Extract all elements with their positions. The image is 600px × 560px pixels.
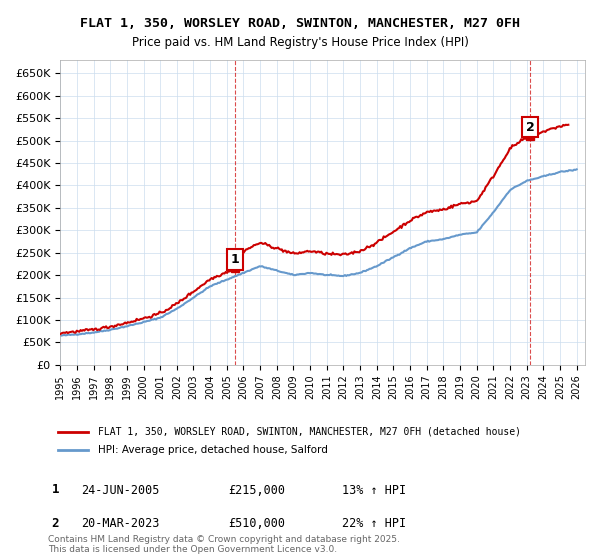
Text: Contains HM Land Registry data © Crown copyright and database right 2025.
This d: Contains HM Land Registry data © Crown c… [48, 535, 400, 554]
Text: 1: 1 [230, 253, 239, 266]
Text: 2: 2 [52, 516, 59, 530]
Text: Price paid vs. HM Land Registry's House Price Index (HPI): Price paid vs. HM Land Registry's House … [131, 36, 469, 49]
Text: 1: 1 [52, 483, 59, 496]
Text: HPI: Average price, detached house, Salford: HPI: Average price, detached house, Salf… [98, 445, 328, 455]
Text: £215,000: £215,000 [228, 483, 285, 497]
Text: 20-MAR-2023: 20-MAR-2023 [81, 517, 160, 530]
Text: 24-JUN-2005: 24-JUN-2005 [81, 483, 160, 497]
Text: 2: 2 [526, 120, 535, 134]
Text: FLAT 1, 350, WORSLEY ROAD, SWINTON, MANCHESTER, M27 0FH: FLAT 1, 350, WORSLEY ROAD, SWINTON, MANC… [80, 17, 520, 30]
Text: £510,000: £510,000 [228, 517, 285, 530]
Text: 22% ↑ HPI: 22% ↑ HPI [342, 517, 406, 530]
Text: FLAT 1, 350, WORSLEY ROAD, SWINTON, MANCHESTER, M27 0FH (detached house): FLAT 1, 350, WORSLEY ROAD, SWINTON, MANC… [98, 427, 521, 437]
Text: 13% ↑ HPI: 13% ↑ HPI [342, 483, 406, 497]
